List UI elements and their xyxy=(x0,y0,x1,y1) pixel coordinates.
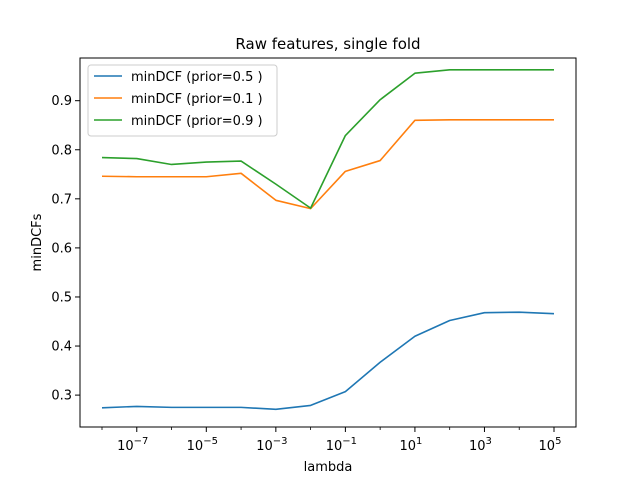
plot-frame xyxy=(79,57,577,428)
x-tick-label: 10−1 xyxy=(326,436,357,454)
y-tick-label: 0.7 xyxy=(51,192,72,207)
y-tick-label: 0.5 xyxy=(51,290,72,305)
plot-area xyxy=(101,68,555,411)
y-tick-label: 0.6 xyxy=(51,241,72,256)
series-line-3 xyxy=(101,68,554,209)
chart-title: Raw features, single fold xyxy=(235,35,420,53)
legend: minDCF (prior=0.5 ) minDCF (prior=0.1 ) mi… xyxy=(87,64,278,137)
y-tick-label: 0.9 xyxy=(51,94,72,109)
x-tick-label: 105 xyxy=(539,436,562,454)
x-tick-label: 101 xyxy=(399,436,422,454)
y-tick-label: 0.4 xyxy=(51,340,72,355)
x-tick-label: 10−5 xyxy=(187,436,218,454)
x-tick-label: 10−7 xyxy=(117,436,148,454)
series-line-1 xyxy=(101,311,555,411)
legend-entry-label: minDCF (prior=0.1 ) xyxy=(131,92,263,107)
x-axis-label: lambda xyxy=(304,460,353,475)
x-tick-label: 103 xyxy=(469,436,492,454)
y-axis: 0.3 0.4 0.5 0.6 0.7 0.8 0.9 xyxy=(51,94,80,404)
x-tick-label: 10−3 xyxy=(256,436,287,454)
legend-entry-label: minDCF (prior=0.5 ) xyxy=(131,70,263,85)
y-tick-label: 0.8 xyxy=(51,143,72,158)
series-line-2 xyxy=(101,119,554,210)
x-axis: 10−7 10−5 10−3 10−1 101 103 105 xyxy=(101,427,562,454)
legend-box xyxy=(87,64,278,137)
legend-entry-label: minDCF (prior=0.9 ) xyxy=(131,114,263,129)
y-tick-label: 0.3 xyxy=(51,389,72,404)
y-axis-label: minDCFs xyxy=(30,213,45,271)
